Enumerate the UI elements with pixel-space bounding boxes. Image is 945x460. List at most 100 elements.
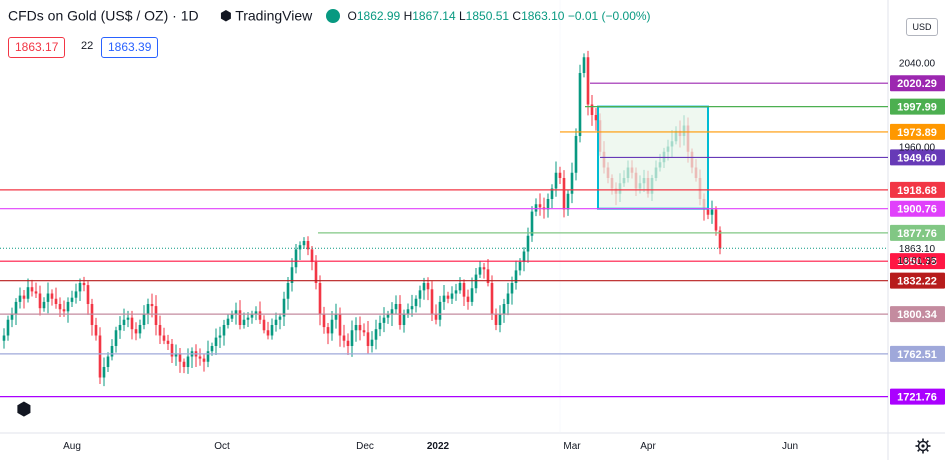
- candle-body: [426, 283, 430, 290]
- candle-body: [58, 304, 62, 310]
- candle-body: [154, 306, 158, 325]
- sell-price-button[interactable]: 1863.17: [8, 37, 66, 58]
- candle-body: [322, 314, 326, 328]
- candle-body: [94, 325, 98, 336]
- legend-header: CFDs on Gold (US$ / OZ) · 1D ⬢ TradingVi…: [0, 0, 890, 36]
- level-price-tag: [890, 181, 945, 198]
- candle-body: [50, 293, 54, 299]
- candle-body: [566, 193, 570, 210]
- time-axis-label: Oct: [214, 441, 230, 452]
- candle-body: [274, 319, 278, 325]
- tradingview-logo-icon: ⬢: [220, 7, 232, 23]
- candle-body: [6, 319, 10, 336]
- symbol-title[interactable]: CFDs on Gold (US$ / OZ) · 1D: [8, 7, 199, 24]
- brand-name: TradingView: [235, 7, 313, 24]
- price-tick-label: 1960.00: [899, 143, 936, 154]
- low-label: L: [458, 8, 466, 23]
- candle-body: [378, 322, 382, 330]
- currency-button[interactable]: USD: [906, 18, 938, 36]
- candle-body: [338, 314, 342, 336]
- candle-body: [294, 249, 298, 268]
- candle-body: [134, 329, 138, 334]
- candle-body: [126, 317, 130, 320]
- candle-body: [30, 287, 34, 292]
- candle-body: [422, 283, 426, 291]
- candle-body: [466, 296, 470, 302]
- candle-body: [78, 283, 82, 292]
- visibility-icon[interactable]: [325, 8, 340, 23]
- candle-body: [174, 353, 178, 357]
- level-price-tag: [890, 388, 945, 405]
- low-value: 1850.51: [465, 8, 510, 23]
- candle-body: [198, 356, 202, 359]
- ohlc-readout: O1862.99 H1867.14 L1850.51 C1863.10 −0.0…: [347, 8, 651, 23]
- candle-body: [502, 304, 506, 315]
- level-price-label: 1832.22: [897, 276, 937, 288]
- level-price-label: 1900.76: [897, 204, 937, 216]
- candles: [2, 50, 722, 387]
- candle-body: [290, 267, 294, 283]
- candle-body: [254, 311, 258, 315]
- candle-body: [342, 335, 346, 341]
- candle-body: [370, 339, 374, 346]
- candle-body: [486, 269, 490, 283]
- candle-body: [526, 235, 530, 252]
- candle-body: [234, 310, 238, 315]
- candle-body: [238, 310, 242, 325]
- candle-body: [474, 274, 478, 289]
- candle-body: [410, 306, 414, 310]
- level-price-tag: [890, 253, 945, 270]
- candle-body: [522, 251, 526, 262]
- level-price-label: 1721.76: [897, 392, 937, 404]
- candle-body: [214, 337, 218, 346]
- level-price-label: 1949.60: [897, 152, 937, 164]
- candle-body: [226, 318, 230, 325]
- candle-body: [54, 298, 58, 304]
- bar-countdown-label: 10:01:35: [898, 256, 937, 267]
- candle-body: [106, 356, 110, 367]
- candle-body: [10, 314, 14, 320]
- candle-body: [210, 346, 214, 352]
- candle-body: [266, 330, 270, 336]
- candle-body: [166, 340, 170, 344]
- level-price-label: 1918.68: [897, 185, 937, 197]
- open-label: O: [347, 8, 357, 23]
- candle-body: [482, 267, 486, 270]
- level-price-label: 1762.51: [897, 349, 937, 361]
- settings-gear-icon[interactable]: [915, 438, 931, 454]
- candle-body: [62, 309, 66, 312]
- level-price-tag: [890, 345, 945, 362]
- buy-price-button[interactable]: 1863.39: [101, 37, 159, 58]
- candle-body: [186, 356, 190, 367]
- level-price-tag: [890, 224, 945, 241]
- candle-body: [318, 283, 322, 315]
- candle-body: [42, 301, 46, 309]
- close-value: 1863.10: [521, 8, 565, 23]
- spread-value: 22: [75, 37, 100, 56]
- candle-body: [206, 351, 210, 362]
- candle-body: [142, 314, 146, 325]
- candle-body: [118, 325, 122, 331]
- candle-body: [710, 209, 714, 215]
- candle-body: [450, 293, 454, 299]
- candle-body: [478, 267, 482, 275]
- open-value: 1862.99: [356, 8, 401, 23]
- last-price-label: 1863.10: [899, 244, 936, 255]
- candle-body: [490, 283, 494, 315]
- time-axis-label: Mar: [563, 441, 581, 452]
- candle-body: [514, 270, 518, 283]
- candle-body: [706, 209, 710, 215]
- candle-body: [34, 291, 38, 294]
- high-label: H: [403, 8, 413, 23]
- candle-body: [350, 330, 354, 346]
- candle-body: [554, 172, 558, 189]
- candle-body: [382, 317, 386, 323]
- candle-body: [362, 330, 366, 333]
- candle-body: [262, 319, 266, 331]
- candle-body: [434, 314, 438, 320]
- candle-body: [590, 104, 594, 115]
- candle-body: [158, 325, 162, 336]
- candle-body: [510, 283, 514, 294]
- candle-body: [2, 335, 6, 341]
